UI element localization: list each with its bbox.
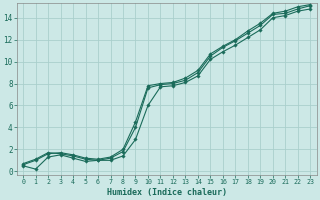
- X-axis label: Humidex (Indice chaleur): Humidex (Indice chaleur): [107, 188, 227, 197]
